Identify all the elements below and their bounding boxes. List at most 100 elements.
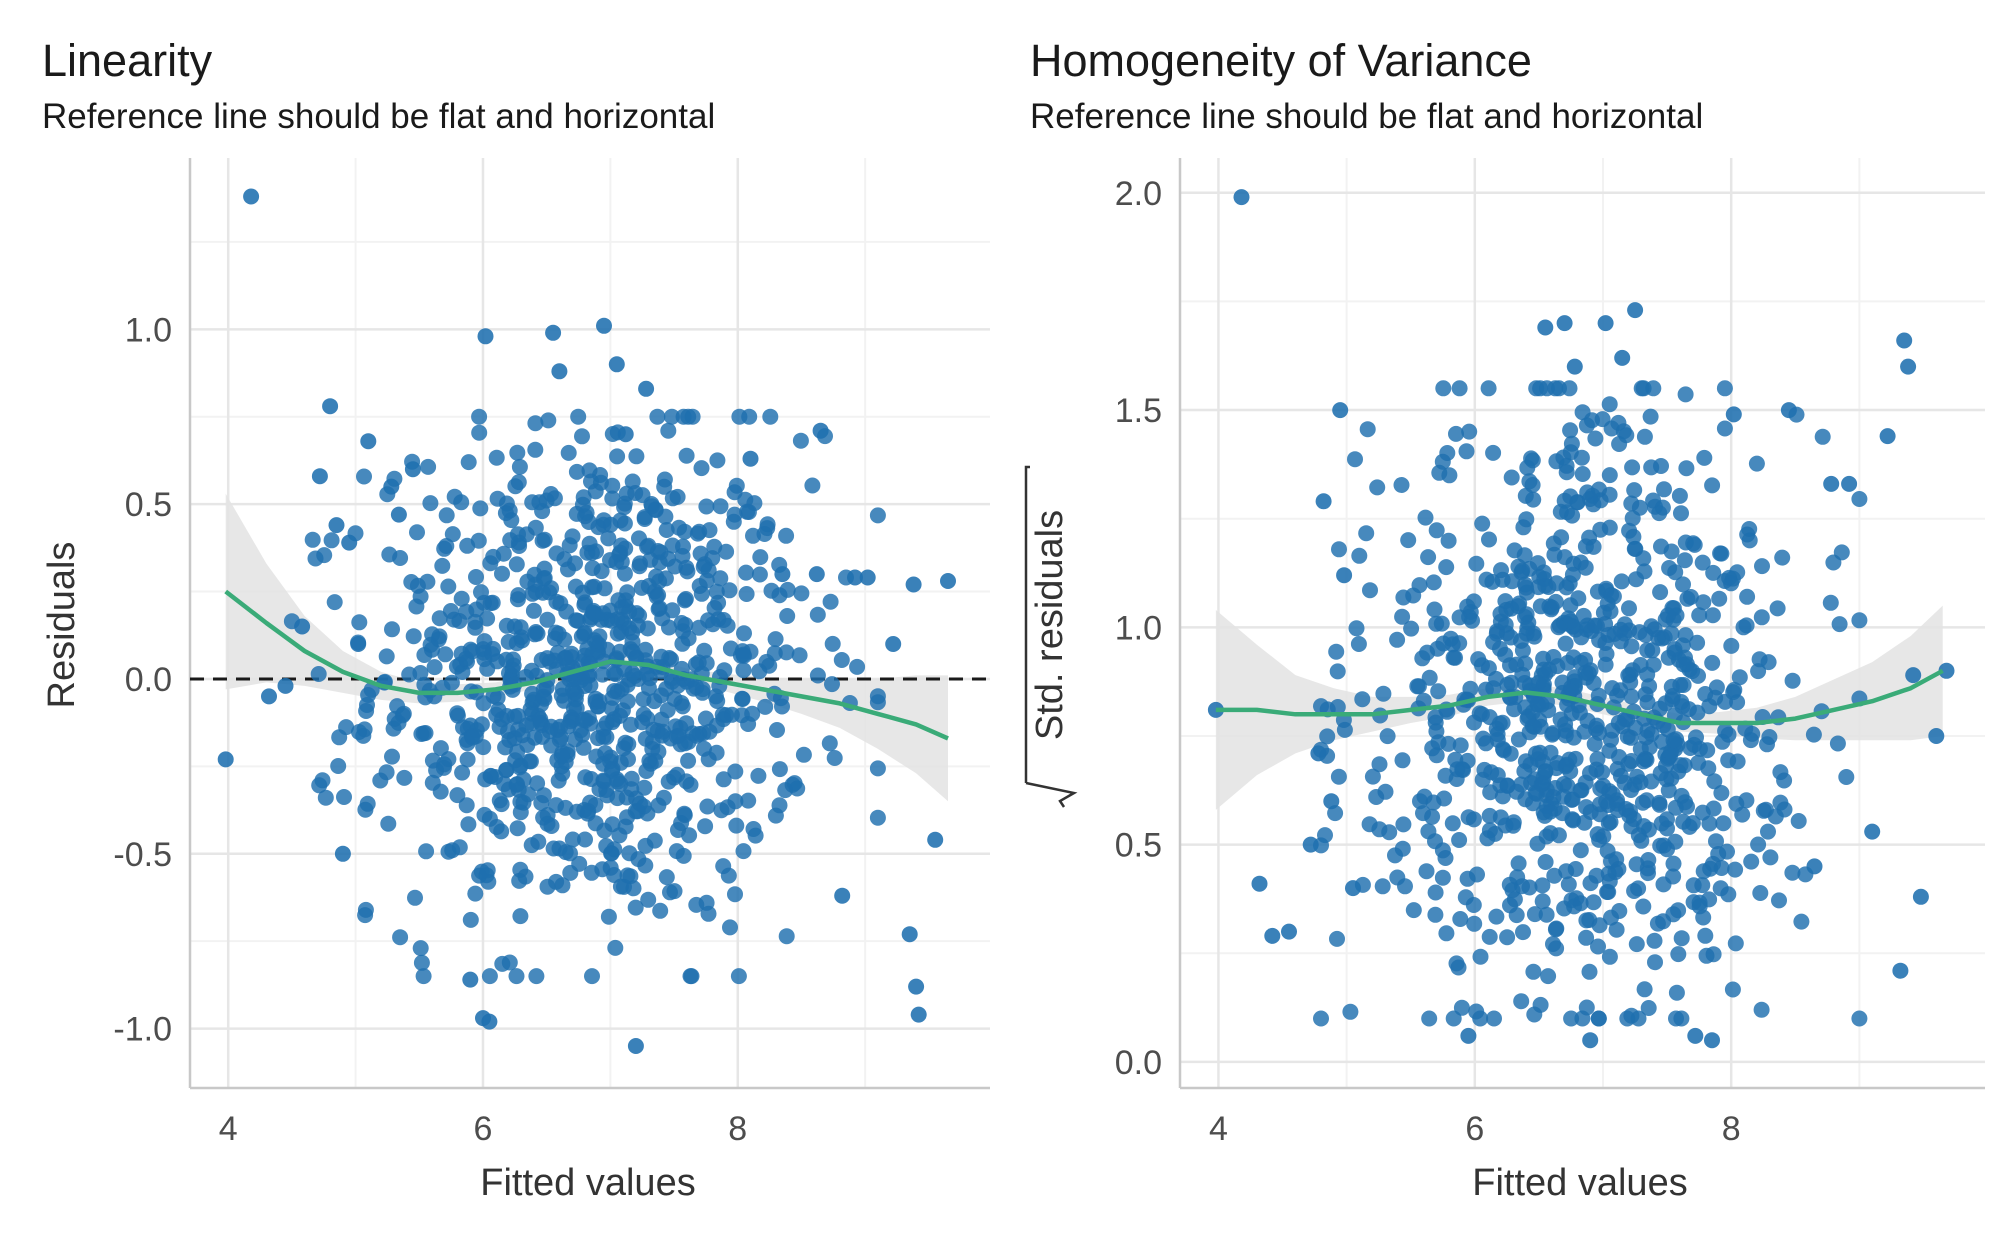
linearity-data-point: [460, 454, 477, 471]
linearity-data-point: [675, 847, 692, 864]
linearity-data-point: [738, 564, 754, 581]
homogeneity-data-point: [1548, 575, 1565, 592]
homogeneity-data-point: [1481, 709, 1498, 726]
homogeneity-data-point: [1438, 559, 1455, 576]
linearity-data-point: [706, 600, 723, 616]
homogeneity-data-point: [1611, 436, 1628, 452]
homogeneity-data-point: [1281, 923, 1297, 940]
linearity-data-point: [588, 748, 605, 765]
homogeneity-data-point: [1358, 525, 1375, 542]
linearity-data-point: [584, 968, 600, 985]
homogeneity-data-point: [1644, 642, 1661, 659]
linearity-data-point: [243, 188, 260, 205]
homogeneity-data-point: [1329, 930, 1345, 947]
homogeneity-data-point: [1611, 903, 1628, 919]
homogeneity-data-point: [1537, 763, 1554, 780]
homogeneity-data-point: [1658, 757, 1674, 774]
linearity-data-point: [527, 415, 544, 432]
homogeneity-data-point: [1521, 879, 1538, 896]
linearity-x-axis-label: Fitted values: [480, 1162, 695, 1204]
linearity-data-point: [940, 573, 956, 589]
homogeneity-data-point: [1753, 609, 1770, 626]
homogeneity-title: Homogeneity of Variance: [1030, 35, 1532, 86]
linearity-data-point: [360, 433, 377, 450]
linearity-data-point: [477, 328, 494, 345]
linearity-data-point: [708, 583, 725, 600]
homogeneity-data-point: [1533, 776, 1550, 793]
linearity-data-point: [636, 511, 653, 527]
homogeneity-data-point: [1534, 877, 1551, 894]
homogeneity-data-point: [1585, 894, 1602, 911]
linearity-data-point: [756, 526, 773, 542]
homogeneity-data-point: [1538, 906, 1555, 923]
homogeneity-data-point: [1440, 735, 1457, 752]
homogeneity-data-point: [1704, 654, 1721, 671]
homogeneity-data-point: [1623, 782, 1639, 798]
linearity-data-point: [481, 1013, 498, 1030]
homogeneity-data-point: [1636, 563, 1653, 580]
homogeneity-data-point: [1655, 837, 1672, 854]
homogeneity-data-point: [1678, 460, 1695, 477]
homogeneity-data-point: [1651, 700, 1668, 717]
linearity-data-point: [625, 880, 642, 897]
homogeneity-data-point: [1559, 696, 1576, 713]
homogeneity-data-point: [1551, 380, 1567, 397]
linearity-data-point: [529, 775, 546, 792]
homogeneity-data-point: [1510, 855, 1527, 872]
homogeneity-data-point: [1656, 481, 1672, 498]
homogeneity-data-point: [1354, 691, 1371, 708]
linearity-data-point: [693, 460, 710, 477]
linearity-data-point: [579, 805, 596, 822]
homogeneity-data-point: [1636, 981, 1653, 998]
linearity-y-tick-label: -1.0: [113, 1011, 172, 1049]
homogeneity-data-point: [1586, 736, 1603, 752]
linearity-data-point: [534, 728, 551, 745]
homogeneity-data-point: [1829, 735, 1846, 752]
homogeneity-data-point: [1559, 504, 1575, 521]
homogeneity-data-point: [1403, 620, 1420, 637]
linearity-data-point: [671, 519, 687, 536]
linearity-data-point: [735, 662, 752, 679]
homogeneity-data-point: [1414, 650, 1431, 667]
homogeneity-data-point: [1823, 475, 1840, 492]
linearity-data-point: [669, 488, 686, 505]
homogeneity-data-point: [1621, 600, 1637, 617]
linearity-data-point: [326, 594, 343, 611]
linearity-data-point: [596, 317, 612, 334]
linearity-data-point: [676, 805, 693, 822]
homogeneity-data-point: [1623, 818, 1640, 835]
linearity-data-point: [453, 494, 470, 511]
linearity-data-point: [564, 528, 581, 545]
homogeneity-data-point: [1645, 380, 1662, 397]
linearity-data-point: [476, 633, 493, 650]
homogeneity-data-point: [1427, 884, 1444, 901]
linearity-data-point: [691, 578, 708, 594]
linearity-data-point: [757, 698, 774, 715]
homogeneity-data-point: [1525, 963, 1542, 980]
homogeneity-data-point: [1659, 811, 1675, 828]
linearity-data-point: [600, 530, 617, 547]
linearity-data-point: [638, 380, 655, 397]
homogeneity-data-point: [1495, 742, 1512, 759]
homogeneity-data-point: [1472, 948, 1489, 965]
linearity-data-point: [730, 968, 747, 985]
linearity-data-point: [322, 398, 339, 415]
homogeneity-data-point: [1704, 607, 1721, 624]
linearity-data-point: [481, 810, 498, 827]
homogeneity-data-point: [1769, 600, 1786, 617]
linearity-data-point: [700, 562, 717, 579]
linearity-data-point: [511, 872, 528, 889]
linearity-data-point: [604, 490, 621, 507]
homogeneity-data-point: [1369, 479, 1386, 496]
linearity-data-point: [390, 506, 407, 523]
homogeneity-data-point: [1851, 1010, 1868, 1027]
linearity-data-point: [409, 524, 425, 541]
homogeneity-data-point: [1838, 769, 1855, 785]
linearity-data-point: [584, 579, 600, 596]
linearity-data-point: [505, 657, 522, 674]
linearity-data-point: [869, 694, 886, 711]
linearity-data-point: [624, 633, 641, 650]
linearity-data-point: [383, 478, 400, 495]
homogeneity-data-point: [1716, 380, 1733, 397]
linearity-data-point: [384, 621, 400, 638]
